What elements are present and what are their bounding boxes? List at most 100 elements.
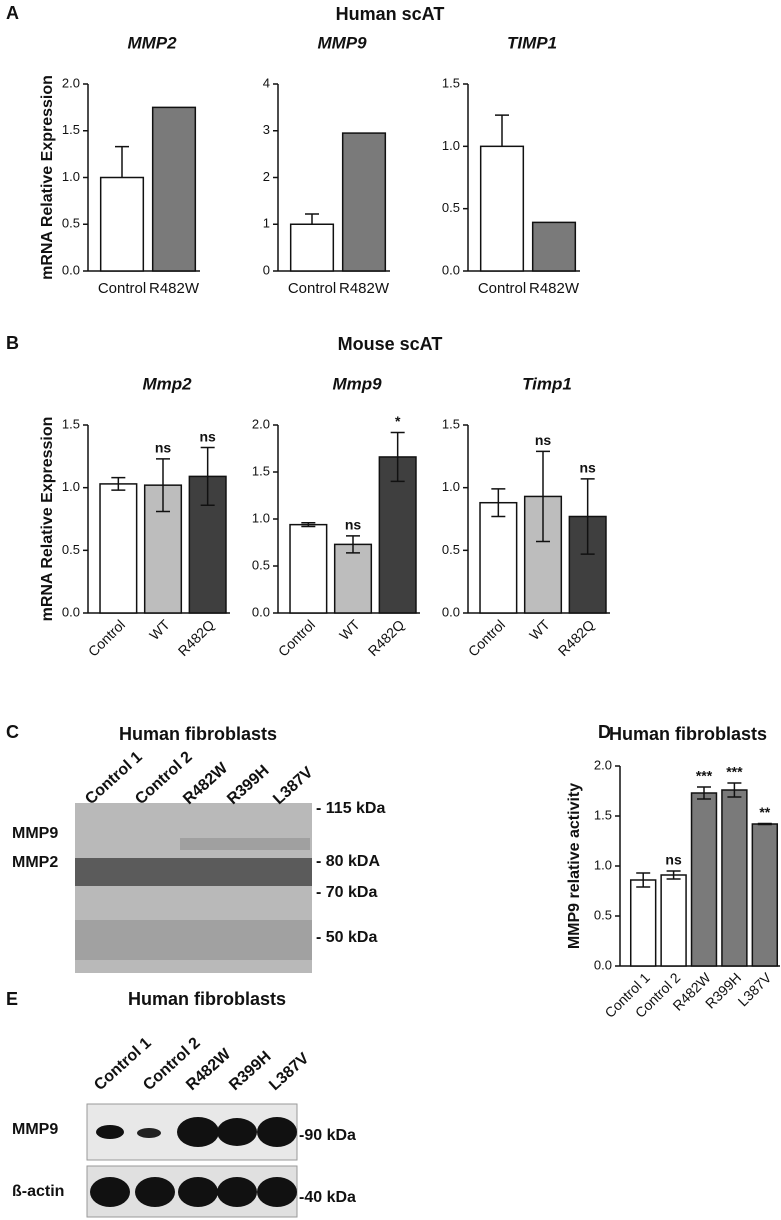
band [177,1117,219,1147]
bar [721,789,748,967]
marker: - 115 kDa [316,800,385,817]
error-bar [580,478,595,555]
error-bar [491,488,506,518]
y-tick-label: 0.0 [442,262,460,277]
y-tick-label: 0.0 [442,604,460,619]
y-tick-label: 0.0 [252,604,270,619]
panel-label: D [598,722,611,742]
bar [751,823,779,967]
error-bar [536,450,550,543]
significance: ns [535,432,552,448]
significance: * [395,413,401,429]
error-bar [697,786,711,800]
significance: *** [726,764,743,780]
x-tick-label: R482W [339,280,390,297]
band [257,1117,297,1147]
band [90,1177,130,1207]
bar [479,501,518,614]
y-tick-label: 1.5 [594,807,612,822]
band [180,838,310,850]
y-tick-label: 0.5 [62,542,80,557]
background [75,920,312,960]
y-tick-label: 0.5 [442,542,460,557]
y-tick-label: 0.5 [442,200,460,215]
y-tick-label: 0.0 [62,604,80,619]
chart-title: Human fibroblasts [609,724,767,744]
y-tick-label: 1.5 [62,416,80,431]
y-tick-label: 2 [263,169,270,184]
error-bar [636,872,651,888]
x-tick-label: Control [465,616,508,659]
x-tick-label: Control [288,280,336,297]
significance: *** [696,768,713,784]
error-bar [495,114,509,147]
marker: -40 kDa [299,1189,356,1206]
bar [99,483,138,614]
x-tick-label: WT [336,616,363,643]
error-bar [115,145,129,178]
x-tick-label: WT [146,616,173,643]
lane-label: L387V [270,764,317,808]
y-tick-label: 0.5 [594,907,612,922]
x-tick-label: Control [98,280,146,297]
error-bar [757,822,772,826]
error-bar [727,782,742,798]
y-tick-label: 4 [263,75,270,90]
band [178,1177,218,1207]
bar [151,106,197,272]
y-tick-label: 2.0 [252,416,270,431]
panel-title: Human scAT [336,4,445,24]
significance: ns [155,440,172,456]
y-tick-label: 1.0 [442,138,460,153]
x-tick-label: L387V [735,969,775,1009]
marker: - 70 kDa [316,884,377,901]
y-tick-label: 1.0 [594,857,612,872]
y-tick-label: 3 [263,122,270,137]
x-tick-label: R482W [529,280,580,297]
band-label: MMP2 [12,854,58,871]
error-bar [111,476,126,491]
error-bar [390,431,405,483]
marker: -90 kDa [299,1127,356,1144]
bar [690,792,718,967]
bar [629,879,657,967]
panel-title: Mouse scAT [338,334,443,354]
x-tick-label: R482Q [365,616,408,659]
lane-label: R399H [226,1048,274,1094]
y-axis-label: mRNA Relative Expression [39,75,56,280]
blot-e [86,1103,298,1218]
significance: ns [345,517,362,533]
y-tick-label: 1.0 [62,169,80,184]
y-tick-label: 0 [263,262,270,277]
bar [341,132,387,272]
y-tick-label: 1.5 [442,416,460,431]
y-tick-label: 1.5 [252,463,270,478]
error-bar [666,870,681,880]
y-tick-label: 1 [263,216,270,231]
marker: - 80 kDA [316,853,380,870]
chart-title: Timp1 [522,374,572,393]
panel-label: C [6,722,19,742]
panel-label: E [6,989,18,1009]
bar [289,523,328,614]
error-bar [200,446,215,506]
band [257,1177,297,1207]
band-label: MMP9 [12,1121,58,1138]
x-tick-label: Control [85,616,128,659]
y-tick-label: 0.0 [594,957,612,972]
marker: - 50 kDa [316,929,377,946]
significance: ns [579,460,596,476]
error-bar [301,522,316,528]
band [135,1177,175,1207]
bar [333,543,373,614]
band-label: ß-actin [12,1183,64,1200]
x-tick-label: Control [275,616,318,659]
significance: ** [759,804,770,820]
significance: ns [199,428,216,444]
x-tick-label: Control [478,280,526,297]
blot-title: Human fibroblasts [119,724,277,744]
significance: ns [665,852,682,868]
error-bar [156,458,170,513]
y-tick-label: 0.0 [62,262,80,277]
